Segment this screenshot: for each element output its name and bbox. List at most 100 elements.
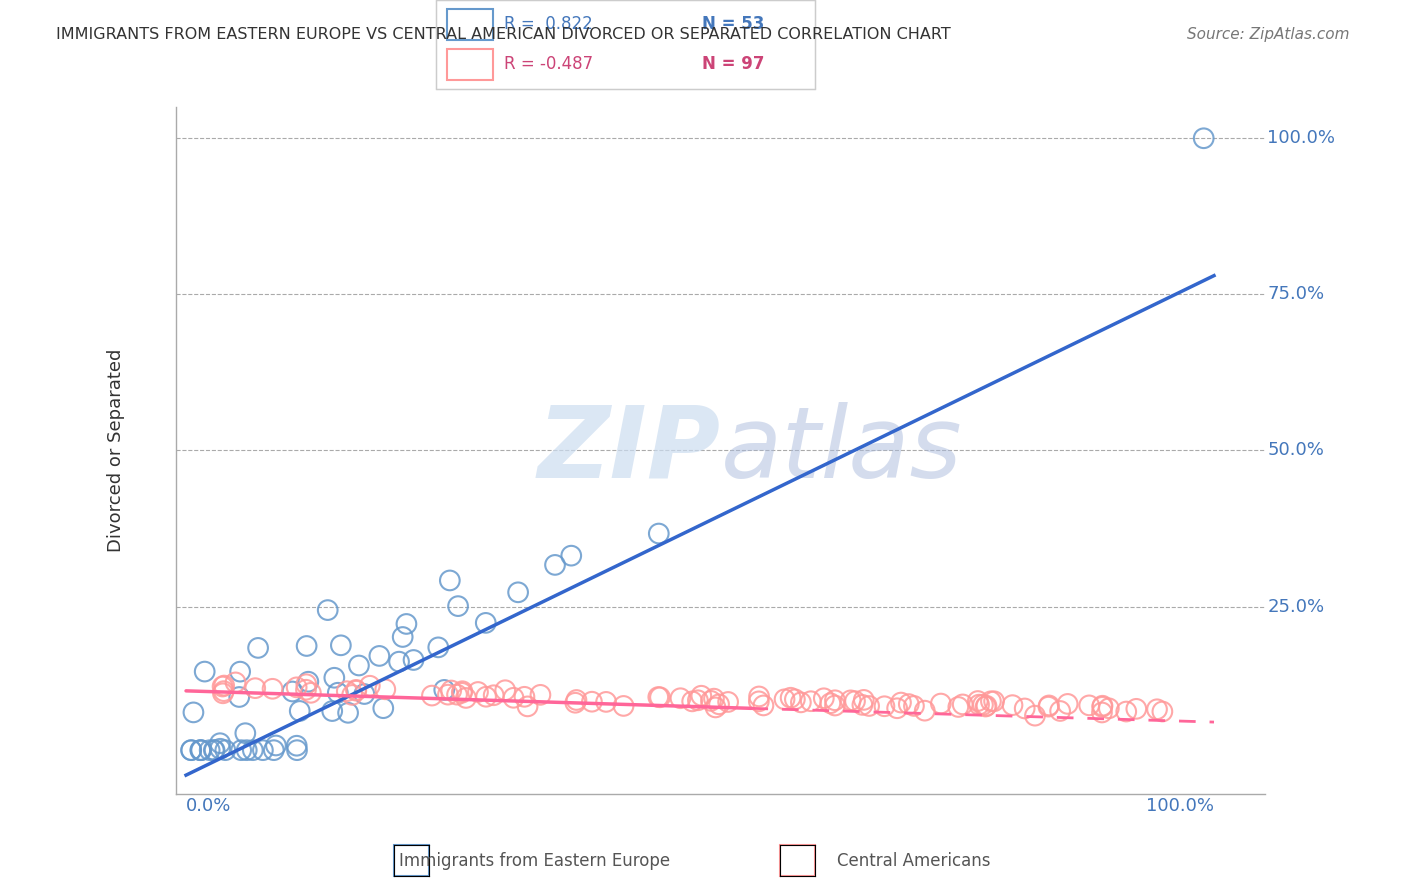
Point (447, 599, 470, 614)
Text: R =  0.822: R = 0.822 (505, 15, 593, 33)
Point (890, 696, 912, 710)
Point (748, 694, 770, 708)
Point (773, 692, 796, 706)
Point (321, 704, 343, 718)
Point (233, 726, 256, 740)
Text: 50.0%: 50.0% (1267, 442, 1324, 459)
Point (337, 706, 360, 720)
Text: N = 53: N = 53 (702, 15, 763, 33)
Point (1038, 699, 1060, 714)
Point (212, 684, 235, 698)
Point (1001, 698, 1024, 713)
Point (212, 679, 235, 693)
Point (245, 681, 267, 695)
Point (1115, 705, 1137, 719)
Point (648, 690, 671, 705)
Point (1098, 701, 1121, 715)
Point (388, 655, 411, 669)
Point (433, 682, 456, 697)
Point (513, 690, 536, 704)
Point (783, 692, 806, 706)
Point (326, 686, 349, 700)
Point (235, 743, 257, 757)
Text: ZIP: ZIP (537, 402, 721, 499)
Point (209, 741, 232, 756)
Point (242, 743, 264, 757)
Text: 100.0%: 100.0% (1267, 129, 1336, 147)
Point (494, 683, 516, 698)
Bar (447, 9, 494, 40)
Point (264, 739, 287, 753)
Point (198, 743, 221, 757)
Point (681, 694, 703, 708)
Point (340, 688, 363, 702)
Text: R = -0.487: R = -0.487 (505, 55, 593, 73)
Point (427, 640, 450, 655)
Point (648, 526, 671, 541)
Point (983, 694, 1005, 708)
Point (1091, 699, 1114, 714)
Point (194, 665, 217, 679)
Point (402, 653, 425, 667)
Text: Immigrants from Eastern Europe: Immigrants from Eastern Europe (399, 852, 669, 870)
Text: N = 97: N = 97 (702, 55, 763, 73)
Point (948, 700, 970, 714)
Text: Central Americans: Central Americans (837, 852, 991, 870)
Point (707, 698, 730, 712)
Point (1152, 705, 1174, 719)
Point (506, 585, 529, 599)
Point (316, 603, 339, 617)
Point (669, 691, 692, 706)
Point (790, 695, 813, 709)
Point (229, 665, 252, 679)
Point (228, 690, 250, 704)
Point (1038, 698, 1060, 713)
Point (323, 671, 346, 685)
Point (454, 690, 477, 705)
Point (180, 743, 202, 757)
Point (344, 682, 367, 697)
Point (209, 736, 232, 750)
Point (564, 696, 586, 710)
Point (299, 686, 322, 700)
Point (800, 694, 823, 708)
Point (502, 690, 524, 705)
Point (288, 704, 311, 718)
Point (391, 630, 413, 644)
Point (344, 683, 367, 698)
Point (813, 691, 835, 706)
Point (368, 648, 391, 663)
Point (439, 574, 461, 588)
Point (1078, 698, 1101, 713)
Point (595, 695, 617, 709)
Point (297, 674, 319, 689)
Point (581, 695, 603, 709)
Text: 100.0%: 100.0% (1146, 797, 1213, 815)
Point (700, 694, 723, 708)
Point (844, 694, 866, 708)
Point (972, 698, 994, 712)
Point (897, 697, 920, 711)
Point (247, 640, 270, 655)
Point (839, 693, 862, 707)
Point (752, 698, 775, 713)
Point (252, 743, 274, 757)
Point (231, 743, 253, 757)
Point (852, 693, 875, 707)
Point (281, 684, 304, 698)
Point (1024, 708, 1046, 723)
Point (474, 615, 496, 630)
Point (1146, 702, 1168, 716)
Point (285, 681, 308, 695)
Point (190, 743, 212, 757)
Point (565, 693, 588, 707)
Point (214, 743, 236, 757)
Point (717, 695, 740, 709)
Point (446, 688, 468, 702)
Point (516, 699, 538, 714)
Point (285, 739, 308, 753)
Point (974, 699, 997, 714)
Point (966, 694, 988, 708)
Point (886, 701, 908, 715)
Point (613, 698, 636, 713)
